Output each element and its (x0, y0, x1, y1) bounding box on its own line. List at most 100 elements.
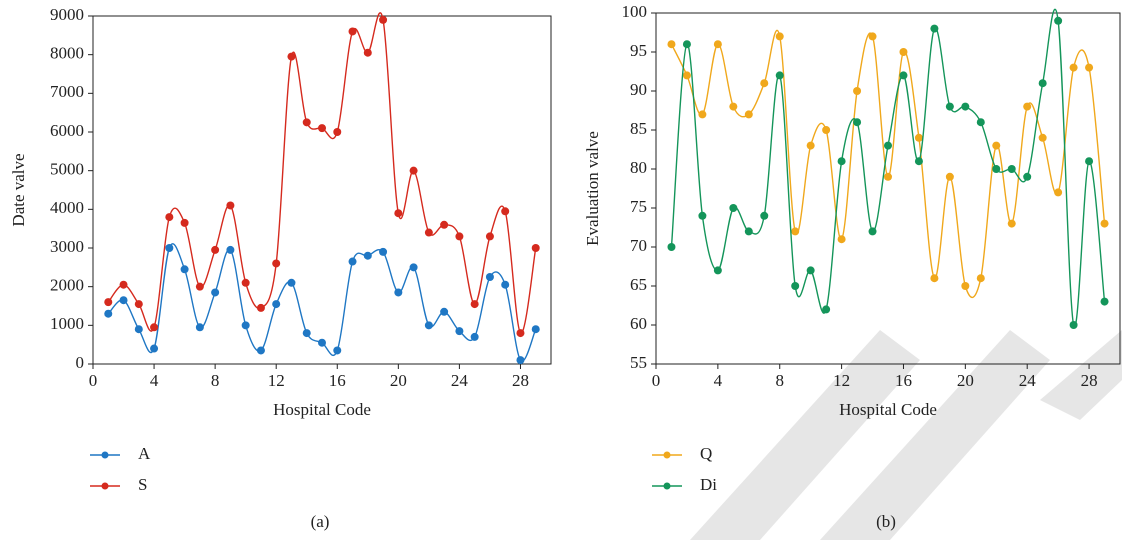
series-line (107, 12, 537, 334)
data-point (868, 227, 877, 236)
data-point (379, 247, 388, 256)
data-point (976, 118, 985, 127)
data-point (165, 244, 174, 252)
data-point (791, 227, 800, 236)
data-point (961, 282, 970, 290)
data-point (976, 274, 985, 283)
data-point (744, 227, 753, 236)
data-point (424, 228, 433, 237)
data-point (455, 327, 464, 336)
x-tick-label: 20 (957, 371, 974, 390)
data-point (241, 321, 250, 330)
data-point (667, 40, 676, 49)
x-tick-label: 28 (1081, 371, 1098, 390)
data-point (822, 305, 831, 314)
data-point (211, 245, 220, 254)
data-point (868, 32, 877, 41)
legend-marker (663, 451, 671, 459)
data-point (150, 344, 159, 353)
x-tick-label: 12 (833, 371, 850, 390)
chart-caption: (b) (876, 512, 896, 531)
y-tick-label: 95 (630, 41, 647, 60)
data-point (1038, 79, 1047, 88)
data-point (531, 325, 540, 334)
data-point (150, 323, 159, 332)
legend-label: S (138, 475, 147, 494)
watermark (690, 330, 1122, 540)
data-point (455, 232, 464, 241)
x-tick-label: 20 (390, 371, 407, 390)
watermark-stroke (1040, 330, 1122, 420)
x-tick-label: 8 (211, 371, 220, 390)
data-point (806, 266, 815, 275)
y-tick-label: 85 (630, 119, 647, 138)
data-point (256, 346, 265, 355)
data-point (363, 48, 372, 57)
x-tick-label: 12 (268, 371, 285, 390)
data-point (945, 102, 954, 111)
data-point (440, 220, 449, 229)
data-point (822, 126, 831, 134)
data-point (333, 346, 342, 355)
data-point (318, 124, 326, 133)
data-point (1100, 297, 1109, 306)
data-point (914, 157, 923, 166)
y-tick-label: 55 (630, 353, 647, 372)
y-tick-label: 4000 (50, 198, 84, 217)
data-point (1054, 16, 1063, 25)
data-point (516, 356, 525, 365)
data-point (287, 52, 296, 61)
y-axis-label: Evaluation valve (583, 131, 602, 246)
y-tick-label: 1000 (50, 314, 84, 333)
data-point (1054, 188, 1063, 197)
y-tick-label: 6000 (50, 121, 84, 140)
data-point (1023, 102, 1032, 111)
data-point (899, 71, 908, 80)
x-axis-label: Hospital Code (839, 400, 937, 419)
series-line (670, 8, 1106, 328)
y-tick-label: 3000 (50, 237, 84, 256)
x-tick-label: 16 (895, 371, 912, 390)
data-point (1007, 219, 1016, 228)
x-axis-label: Hospital Code (273, 400, 371, 419)
legend-label: Q (700, 444, 712, 463)
x-tick-label: 0 (652, 371, 661, 390)
data-point (744, 110, 753, 119)
data-point (837, 235, 846, 244)
watermark-stroke (820, 330, 1050, 540)
data-point (501, 280, 510, 289)
data-point (667, 243, 676, 251)
y-tick-label: 75 (630, 197, 647, 216)
legend-marker (101, 451, 109, 459)
y-tick-label: 0 (76, 353, 85, 372)
data-point (409, 263, 418, 272)
data-point (806, 141, 815, 150)
chart-caption: (a) (311, 512, 330, 531)
data-point (119, 280, 128, 289)
x-tick-label: 16 (329, 371, 346, 390)
legend-label: A (138, 444, 151, 463)
data-point (348, 257, 357, 266)
data-point (485, 232, 494, 241)
data-point (713, 40, 722, 49)
data-point (272, 300, 281, 309)
data-point (1100, 219, 1109, 228)
data-point (1069, 321, 1078, 329)
data-point (195, 323, 204, 332)
data-point (729, 102, 738, 111)
data-point (379, 15, 388, 24)
x-tick-label: 24 (1019, 371, 1037, 390)
data-point (884, 172, 892, 181)
plot-frame (92, 15, 552, 365)
data-point (1085, 63, 1094, 72)
data-point (104, 298, 113, 307)
data-point (302, 329, 311, 338)
y-tick-label: 90 (630, 80, 647, 99)
data-point (837, 157, 846, 166)
y-tick-label: 5000 (50, 160, 84, 179)
data-point (134, 325, 143, 334)
series-line (670, 29, 1106, 298)
x-tick-label: 0 (89, 371, 98, 390)
data-point (1038, 133, 1047, 142)
